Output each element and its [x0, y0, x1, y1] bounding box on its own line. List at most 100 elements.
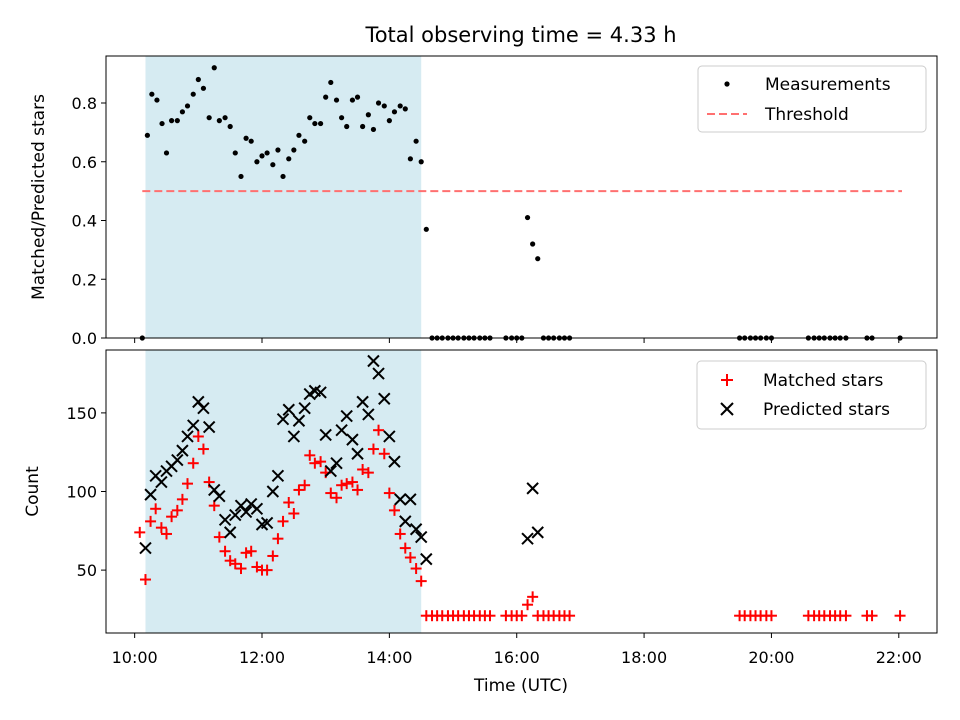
predicted-star-point [409, 523, 423, 536]
predicted-star-point [335, 423, 348, 437]
matched-star-point [894, 610, 906, 622]
matched-star-point [516, 610, 528, 622]
predicted-star-point [197, 401, 210, 415]
matched-star-point [155, 522, 167, 534]
measurement-point [365, 112, 371, 118]
measurement-point [312, 120, 318, 127]
predicted-star-point [223, 526, 237, 539]
matched-star-point [213, 531, 225, 543]
measurement-point [391, 109, 398, 115]
measurement-point [154, 97, 160, 103]
x-tick-label: 16:00 [494, 648, 540, 667]
measurement-point [349, 97, 356, 103]
measurement-point [286, 156, 292, 162]
predicted-star-point [276, 412, 290, 426]
y-tick-label: 0.4 [72, 212, 97, 231]
predicted-star-point [399, 515, 412, 528]
matched-star-point [150, 503, 162, 515]
bottom-legend-box [696, 360, 927, 430]
y-tick-label: 0.6 [72, 153, 97, 172]
predicted-star-point [351, 447, 364, 460]
matched-star-point [240, 547, 252, 559]
matched-star-point [394, 528, 406, 540]
measurement-point [163, 150, 170, 156]
measurement-point [413, 138, 419, 144]
x-axis-label: Time (UTC) [473, 676, 568, 696]
measurement-point [184, 103, 191, 109]
x-tick-label: 10:00 [112, 648, 158, 667]
matched-star-point [277, 515, 289, 527]
y-tick-label: 100 [66, 483, 97, 502]
predicted-star-point [521, 532, 534, 545]
predicted-star-point [239, 505, 253, 519]
bottom-legend: Matched stars Predicted stars [696, 360, 927, 430]
matched-star-point [187, 457, 199, 469]
top-plot-frame [105, 55, 938, 339]
measurement-point [179, 109, 186, 115]
predicted-star-point [139, 541, 152, 555]
measurement-point [323, 94, 329, 100]
matched-star-point [383, 487, 395, 499]
measurement-point [360, 123, 366, 130]
predicted-star-point [229, 508, 242, 522]
legend-measurements-label: Measurements [765, 75, 891, 95]
predicted-star-point [324, 464, 337, 478]
predicted-star-point [176, 444, 189, 457]
measurement-point [195, 76, 201, 83]
measurement-point [291, 147, 297, 153]
matched-star-point [182, 478, 194, 490]
measurement-point [370, 126, 377, 133]
matched-star-point [299, 479, 311, 491]
predicted-star-point [378, 392, 391, 405]
measurement-point [296, 132, 302, 138]
measurement-point [344, 123, 350, 130]
predicted-star-point [531, 526, 544, 539]
predicted-star-point [314, 386, 327, 399]
matched-star-point [399, 542, 411, 554]
matched-star-point [404, 552, 416, 564]
measurement-point [530, 241, 536, 247]
bottom-ylabel: Count [23, 466, 43, 517]
measurement-point [386, 118, 392, 124]
measurement-point [407, 156, 413, 162]
predicted-star-point [383, 430, 396, 443]
measurement-point [248, 138, 254, 144]
matched-star-point [261, 564, 273, 576]
predicted-star-point [266, 485, 280, 498]
matched-star-point [229, 558, 241, 570]
predicted-star-point [526, 482, 539, 495]
measurement-point [159, 120, 165, 127]
predicted-star-point [260, 516, 274, 530]
measurement-point [238, 173, 244, 180]
predicted-star-point [340, 409, 353, 423]
measurement-point [254, 159, 260, 165]
predicted-star-point [187, 419, 200, 432]
matched-star-point [388, 504, 400, 516]
matched-star-point [293, 484, 305, 496]
y-tick-label: 0.0 [72, 329, 97, 348]
matched-star-point [331, 492, 343, 504]
x-tick-label: 20:00 [748, 648, 794, 667]
y-tick-label: 0.2 [72, 270, 97, 289]
measurement-point [222, 115, 228, 121]
measurement-point [397, 103, 403, 109]
matched-star-point [840, 610, 852, 622]
predicted-star-point [202, 420, 216, 434]
legend-predicted-label: Predicted stars [763, 400, 890, 420]
matched-star-point [346, 476, 358, 488]
measurement-point [524, 214, 531, 221]
figure-title: Total observing time = 4.33 h [364, 23, 676, 47]
predicted-star-point [388, 455, 401, 468]
matched-star-point [139, 574, 151, 586]
y-tick-label: 150 [66, 404, 97, 423]
matched-star-point [176, 493, 188, 505]
measurement-point [149, 91, 155, 97]
top-shaded-span [145, 56, 422, 338]
matched-star-point [145, 515, 157, 527]
predicted-star-point [282, 403, 295, 416]
top-panel: 0.00.20.40.60.8 Matched/Predicted stars … [29, 55, 938, 348]
measurement-point [206, 115, 212, 121]
predicted-star-point [356, 395, 369, 409]
x-tick-label: 12:00 [239, 648, 285, 667]
